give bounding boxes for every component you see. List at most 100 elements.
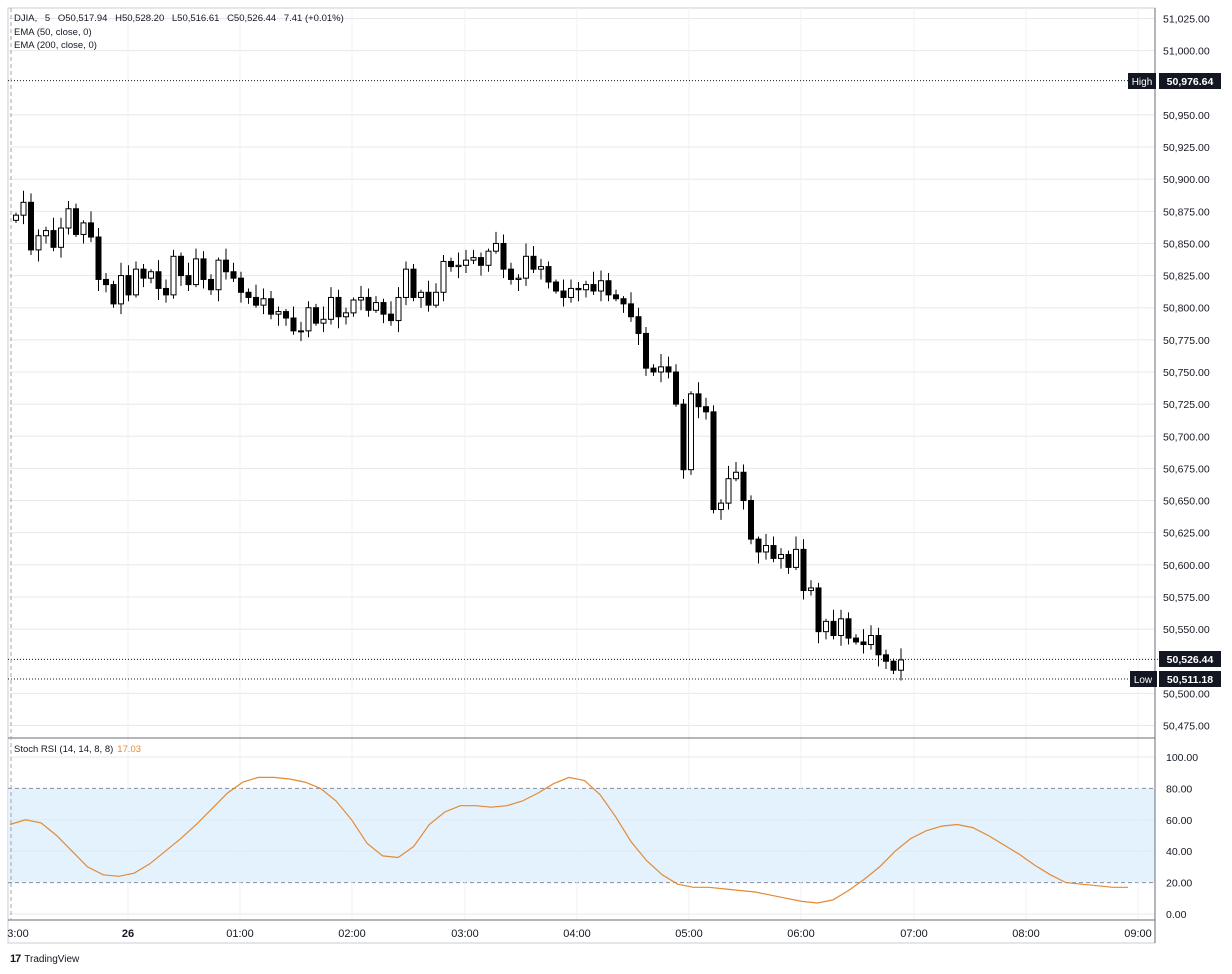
stoch-tick-label: 40.00 xyxy=(1166,846,1192,858)
candle-body xyxy=(395,296,402,322)
candle xyxy=(523,243,529,286)
candle xyxy=(568,279,574,303)
candle xyxy=(260,288,267,315)
symbol-legend[interactable]: DJIA, 5 O50,517.94 H50,528.20 L50,516.61… xyxy=(14,13,344,24)
candle-body xyxy=(628,303,634,318)
stoch-tick-label: 100.00 xyxy=(1166,752,1198,764)
candle-body xyxy=(268,298,274,315)
candle-body xyxy=(358,296,364,301)
stoch-legend[interactable]: Stoch RSI (14, 14, 8, 8) 17.03 xyxy=(14,744,141,755)
candle xyxy=(793,536,799,570)
candle-body xyxy=(163,287,169,296)
candle-body xyxy=(80,222,87,235)
candle-body xyxy=(125,275,132,296)
candle-body xyxy=(440,260,447,293)
candle xyxy=(823,618,829,640)
candle-body xyxy=(13,214,19,221)
candle xyxy=(673,364,679,407)
candle xyxy=(178,252,184,286)
price-tick-label: 50,500.00 xyxy=(1163,688,1210,700)
candle xyxy=(403,261,409,306)
last-price-marker: 50,526.44 xyxy=(1159,651,1221,667)
candle xyxy=(553,279,559,294)
last-price-value: 50,526.44 xyxy=(1167,654,1214,666)
candle xyxy=(620,296,627,313)
candle-body xyxy=(200,258,207,280)
candle xyxy=(148,269,154,284)
candle-body xyxy=(380,302,387,315)
candle-body xyxy=(793,548,799,568)
candle xyxy=(208,274,214,295)
candle xyxy=(868,625,874,650)
candle xyxy=(875,627,882,667)
tradingview-watermark[interactable]: 17 TradingView xyxy=(10,953,79,965)
candle-body xyxy=(853,637,859,643)
price-axis-labels[interactable]: 51,025.00 51,000.00 50,950.00 50,925.00 50,9… xyxy=(1163,14,1210,733)
candle xyxy=(890,658,897,675)
price-tick-label: 51,025.00 xyxy=(1163,14,1210,26)
candle xyxy=(193,248,199,288)
candle xyxy=(125,265,132,302)
candle-body xyxy=(658,366,664,373)
price-tick-label: 50,875.00 xyxy=(1163,206,1210,218)
price-tick-label: 50,675.00 xyxy=(1163,463,1210,475)
candle-body xyxy=(215,259,222,291)
candle-body xyxy=(328,296,334,320)
candle xyxy=(20,190,27,225)
candle xyxy=(50,217,57,252)
candle-body xyxy=(568,287,574,298)
candle-body xyxy=(673,371,679,405)
candle xyxy=(350,297,357,317)
stoch-rsi-line xyxy=(9,776,1128,904)
price-tick-label: 50,950.00 xyxy=(1163,110,1210,122)
candle xyxy=(163,279,169,303)
low-tag: Low xyxy=(1134,675,1153,686)
candle-body xyxy=(275,311,282,315)
candle xyxy=(290,306,297,335)
candle-body xyxy=(643,332,649,369)
candle xyxy=(755,536,762,564)
candle-body xyxy=(680,403,687,471)
time-tick-label: 01:00 xyxy=(226,928,254,940)
candle xyxy=(140,264,147,288)
candle xyxy=(883,649,889,669)
candle xyxy=(845,612,852,645)
stoch-value: 17.03 xyxy=(117,744,142,755)
candle xyxy=(275,306,282,326)
candle-body xyxy=(530,255,537,270)
price-tick-label: 50,750.00 xyxy=(1163,367,1210,379)
stoch-tick-label: 60.00 xyxy=(1166,815,1192,827)
candle xyxy=(343,307,349,325)
price-tick-label: 50,475.00 xyxy=(1163,721,1210,733)
candle-body xyxy=(425,291,432,306)
candle xyxy=(688,391,694,475)
candle xyxy=(118,262,124,315)
candle xyxy=(73,203,79,238)
candle-body xyxy=(823,620,829,633)
candle xyxy=(238,271,244,303)
candle xyxy=(110,280,117,308)
candle-body xyxy=(253,296,259,306)
time-axis-labels[interactable]: 3:00 26 01:00 02:00 03:00 04:00 05:00 06:00 07:0… xyxy=(7,928,1151,940)
open-value: O50,517.94 xyxy=(57,13,108,24)
time-tick-label: 03:00 xyxy=(451,928,479,940)
high-marker: High 50,976.64 xyxy=(1128,73,1221,89)
candle-body xyxy=(418,291,424,298)
candle-body xyxy=(710,411,717,511)
candle-body xyxy=(313,307,319,324)
candle xyxy=(733,461,739,482)
candle xyxy=(575,282,582,302)
candle-body xyxy=(155,271,162,289)
candle-body xyxy=(463,259,469,266)
candle xyxy=(800,539,807,600)
ema50-legend[interactable]: EMA (50, close, 0) xyxy=(14,27,92,38)
stoch-axis-labels[interactable]: 100.00 80.00 60.00 40.00 20.00 0.00 xyxy=(1166,752,1198,921)
candle-body xyxy=(208,278,214,291)
candle-body xyxy=(73,208,79,235)
candle-body xyxy=(830,620,837,637)
price-tick-label: 50,825.00 xyxy=(1163,271,1210,283)
high-value: 50,976.64 xyxy=(1167,76,1214,88)
ema200-legend[interactable]: EMA (200, close, 0) xyxy=(14,40,97,51)
low-value-legend: L50,516.61 xyxy=(171,13,220,24)
